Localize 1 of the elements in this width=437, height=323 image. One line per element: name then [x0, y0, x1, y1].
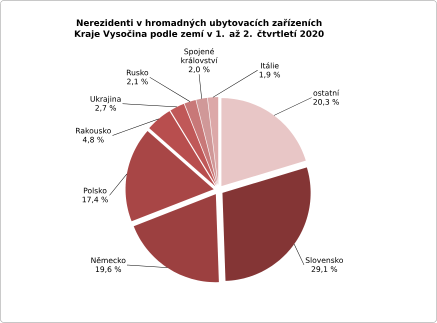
chart-title: Nerezidenti v hromadných ubytovacích zařízeních Kraje Vysočina podle zemí v 1. až 2. čtvrtletí 2020 [74, 18, 324, 39]
